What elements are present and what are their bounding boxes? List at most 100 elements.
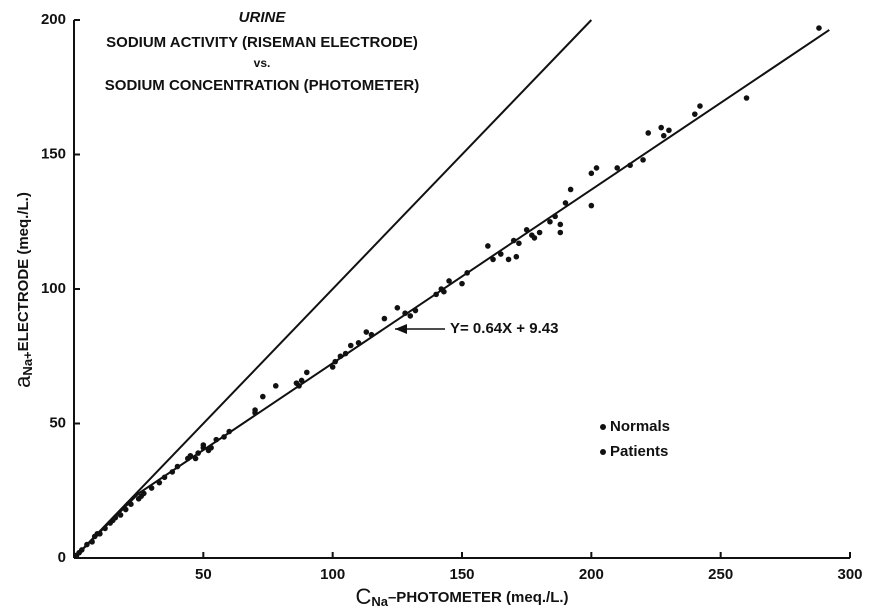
point bbox=[446, 278, 452, 284]
point bbox=[697, 103, 703, 109]
point bbox=[407, 313, 414, 319]
point bbox=[498, 251, 504, 257]
title-line: SODIUM CONCENTRATION (PHOTOMETER) bbox=[105, 77, 419, 94]
arrow-head bbox=[395, 324, 407, 334]
point bbox=[304, 369, 310, 376]
point bbox=[692, 111, 698, 117]
point bbox=[441, 288, 447, 295]
point bbox=[192, 455, 199, 462]
point bbox=[200, 442, 207, 448]
point bbox=[337, 353, 344, 360]
point bbox=[89, 539, 95, 545]
point bbox=[490, 256, 496, 263]
annotation: Y= 0.64X + 9.43 bbox=[450, 320, 558, 337]
x-tick-label: 200 bbox=[579, 566, 604, 583]
point bbox=[187, 452, 194, 459]
point bbox=[208, 444, 214, 451]
point bbox=[658, 124, 664, 131]
y-label-symbol: a bbox=[10, 375, 35, 388]
point bbox=[402, 310, 408, 317]
point bbox=[368, 331, 375, 338]
point bbox=[459, 280, 465, 287]
y-label-subscript: Na+ bbox=[20, 351, 35, 376]
point bbox=[226, 428, 232, 435]
point bbox=[332, 358, 339, 365]
point bbox=[523, 227, 530, 233]
point bbox=[510, 237, 517, 244]
title-line: SODIUM ACTIVITY (RISEMAN ELECTRODE) bbox=[106, 34, 418, 51]
point bbox=[174, 463, 181, 470]
x-tick-label: 300 bbox=[837, 566, 862, 583]
legend-dot bbox=[600, 449, 606, 455]
point bbox=[552, 213, 558, 220]
point bbox=[557, 221, 564, 228]
x-label-symbol: C bbox=[355, 584, 371, 609]
point bbox=[296, 383, 302, 389]
point bbox=[666, 127, 672, 134]
point bbox=[102, 525, 108, 532]
x-label-subscript: Na bbox=[371, 594, 388, 609]
point bbox=[614, 165, 620, 171]
point bbox=[363, 329, 370, 335]
point bbox=[627, 162, 633, 169]
point bbox=[513, 253, 520, 260]
point bbox=[298, 377, 305, 384]
point bbox=[355, 340, 362, 346]
point bbox=[640, 157, 646, 163]
x-axis-label: CNa–PHOTOMETER (meq./L.) bbox=[355, 584, 568, 610]
title-line: URINE bbox=[239, 9, 287, 26]
point bbox=[562, 200, 569, 206]
title-line: vs. bbox=[254, 56, 271, 70]
point bbox=[272, 383, 279, 389]
point bbox=[342, 350, 349, 357]
y-tick-label: 0 bbox=[58, 549, 66, 566]
point bbox=[660, 132, 667, 139]
point bbox=[588, 170, 595, 177]
point bbox=[112, 514, 119, 521]
x-tick-label: 150 bbox=[449, 566, 474, 583]
legend-dot bbox=[600, 424, 606, 430]
point bbox=[329, 364, 336, 370]
point bbox=[156, 479, 163, 486]
point bbox=[485, 243, 491, 249]
point bbox=[117, 512, 124, 518]
point bbox=[141, 490, 147, 497]
x-tick-label: 100 bbox=[320, 566, 345, 583]
point bbox=[347, 342, 354, 349]
point bbox=[195, 450, 201, 456]
point bbox=[816, 25, 822, 31]
point bbox=[161, 474, 168, 481]
x-label-text: –PHOTOMETER (meq./L.) bbox=[388, 589, 569, 606]
point bbox=[505, 256, 512, 263]
point bbox=[567, 186, 574, 193]
point bbox=[593, 165, 600, 171]
point bbox=[394, 305, 401, 311]
legend-label: Normals bbox=[610, 418, 670, 435]
fit-line bbox=[73, 29, 830, 559]
y-axis-label: aNa+ELECTRODE (meq./L.) bbox=[10, 192, 36, 388]
point bbox=[743, 95, 750, 101]
point bbox=[412, 307, 419, 314]
point bbox=[213, 436, 220, 443]
point bbox=[78, 547, 85, 553]
fit-line bbox=[73, 19, 593, 559]
point bbox=[588, 202, 595, 209]
x-tick-label: 250 bbox=[708, 566, 733, 583]
point bbox=[536, 229, 543, 236]
point bbox=[381, 315, 388, 322]
point bbox=[84, 541, 90, 548]
point bbox=[547, 218, 553, 225]
x-tick-label: 50 bbox=[195, 566, 212, 583]
point bbox=[221, 434, 227, 440]
point bbox=[97, 530, 103, 537]
point bbox=[128, 501, 134, 508]
point bbox=[433, 291, 439, 298]
point bbox=[516, 240, 522, 247]
y-tick-label: 100 bbox=[41, 280, 66, 297]
point bbox=[169, 469, 176, 475]
point bbox=[531, 235, 538, 241]
point bbox=[645, 130, 652, 136]
point bbox=[252, 409, 258, 416]
point bbox=[122, 506, 129, 513]
